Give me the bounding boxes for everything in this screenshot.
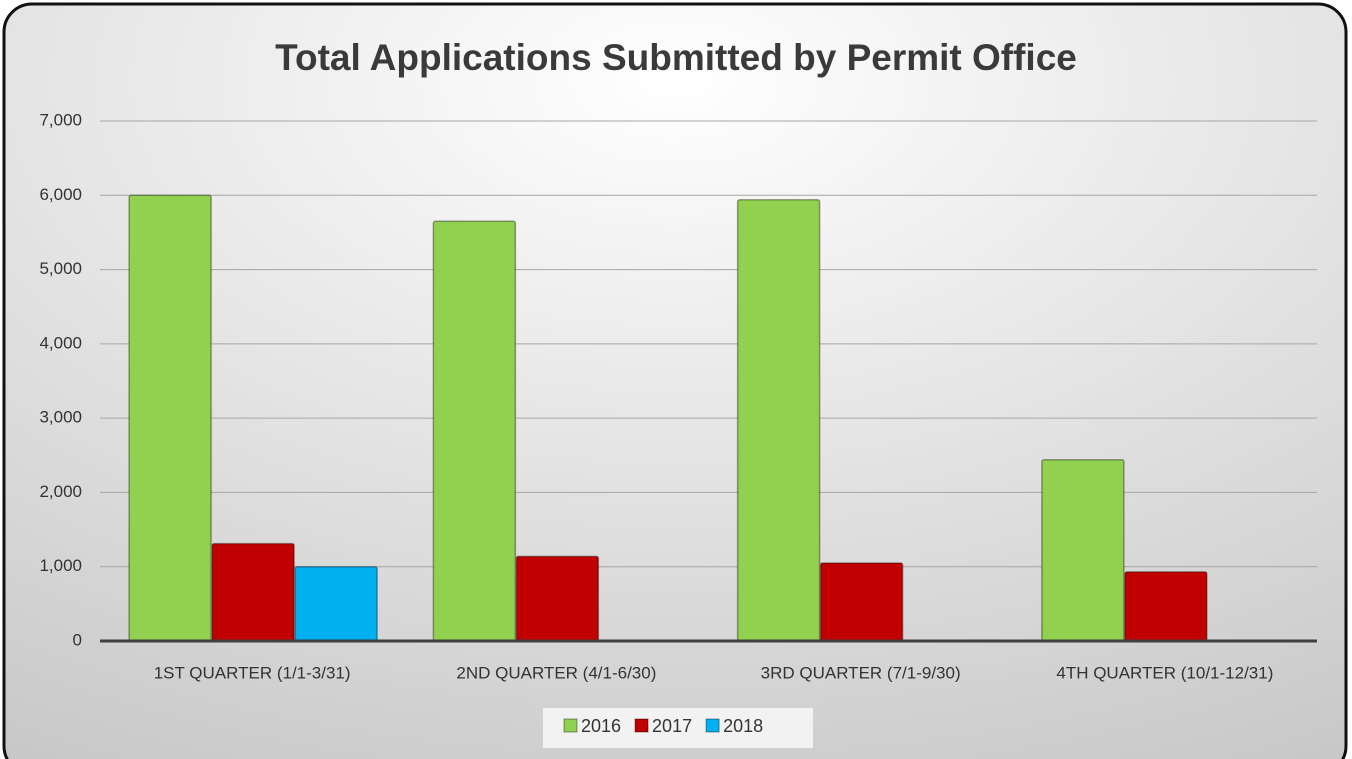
legend-swatch	[563, 718, 578, 733]
y-tick-label: 3,000	[39, 408, 82, 427]
bar	[432, 220, 517, 642]
x-tick-label: 4TH QUARTER (10/1-12/31)	[1056, 663, 1273, 682]
y-tick-label: 2,000	[39, 482, 82, 501]
bar	[128, 194, 212, 642]
x-tick-label: 3RD QUARTER (7/1-9/30)	[761, 663, 961, 682]
bar	[211, 542, 295, 642]
y-tick-label: 5,000	[39, 259, 82, 278]
legend-label: 2018	[723, 716, 763, 736]
y-tick-label: 1,000	[39, 556, 82, 575]
legend-swatch	[705, 718, 720, 733]
bar	[1124, 571, 1208, 642]
bar	[736, 198, 821, 642]
legend-label: 2017	[652, 716, 692, 736]
chart-title: Total Applications Submitted by Permit O…	[275, 37, 1077, 78]
y-tick-label: 7,000	[39, 110, 82, 129]
x-tick-label: 2ND QUARTER (4/1-6/30)	[456, 663, 656, 682]
bar	[819, 562, 904, 642]
legend-label: 2016	[581, 716, 621, 736]
x-tick-label: 1ST QUARTER (1/1-3/31)	[154, 663, 351, 682]
bar	[515, 555, 600, 642]
y-tick-label: 4,000	[39, 333, 82, 352]
y-tick-label: 6,000	[39, 185, 82, 204]
legend-swatch	[634, 718, 649, 733]
bar	[1041, 458, 1125, 642]
legend-box	[543, 708, 813, 748]
bar	[294, 565, 378, 642]
y-tick-label: 0	[73, 630, 82, 649]
